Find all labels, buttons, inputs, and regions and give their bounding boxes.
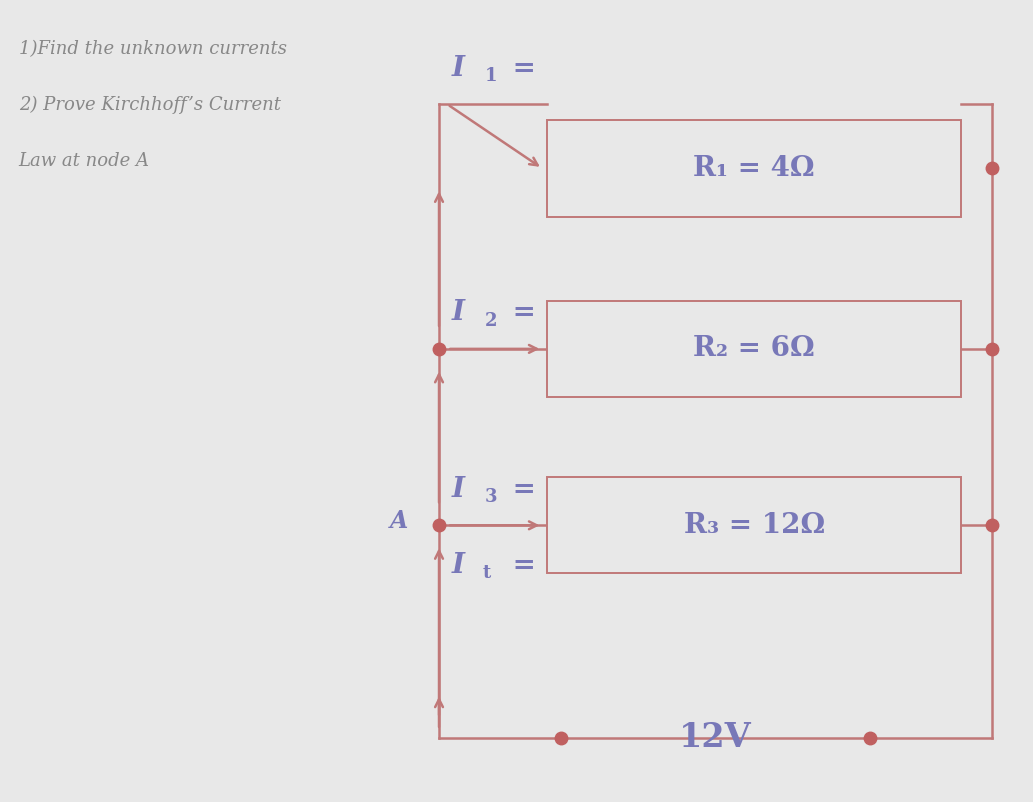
Bar	[547, 120, 961, 217]
Text: 1)Find the unknown currents: 1)Find the unknown currents	[19, 40, 286, 58]
Text: Law at node A: Law at node A	[19, 152, 150, 170]
Text: =: =	[503, 299, 536, 326]
Text: I: I	[451, 476, 465, 503]
Text: 12V: 12V	[679, 721, 752, 755]
Text: R₂ = 6Ω: R₂ = 6Ω	[693, 335, 815, 363]
Text: 2) Prove Kirchhoff’s Current: 2) Prove Kirchhoff’s Current	[19, 96, 281, 115]
Text: =: =	[503, 55, 536, 82]
Bar	[547, 477, 961, 573]
Text: A: A	[389, 509, 408, 533]
Text: 2: 2	[484, 312, 497, 330]
Text: 3: 3	[484, 488, 497, 506]
Text: I: I	[451, 55, 465, 82]
Bar	[547, 301, 961, 397]
Text: I: I	[451, 552, 465, 579]
Text: t: t	[482, 565, 491, 582]
Text: 1: 1	[484, 67, 497, 85]
Text: =: =	[503, 552, 536, 579]
Text: I: I	[451, 299, 465, 326]
Text: R₃ = 12Ω: R₃ = 12Ω	[684, 512, 824, 539]
Text: =: =	[503, 476, 536, 503]
Text: R₁ = 4Ω: R₁ = 4Ω	[693, 155, 815, 182]
